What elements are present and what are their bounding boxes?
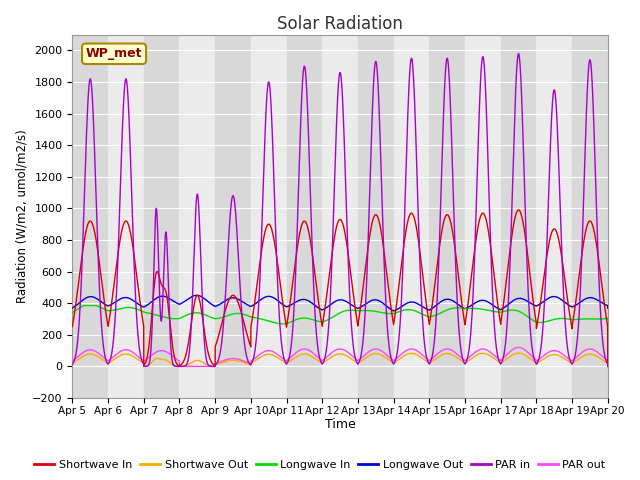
Bar [108,35,144,398]
Legend: Shortwave In, Shortwave Out, Longwave In, Longwave Out, PAR in, PAR out: Shortwave In, Shortwave Out, Longwave In… [30,456,610,474]
Bar [429,35,465,398]
X-axis label: Time: Time [324,419,355,432]
Bar [394,35,429,398]
Bar [72,35,108,398]
Text: WP_met: WP_met [86,47,142,60]
Y-axis label: Radiation (W/m2, umol/m2/s): Radiation (W/m2, umol/m2/s) [15,130,28,303]
Bar [536,35,572,398]
Bar [179,35,215,398]
Bar [322,35,358,398]
Bar [251,35,287,398]
Bar [500,35,536,398]
Bar [572,35,608,398]
Bar [358,35,394,398]
Bar [215,35,251,398]
Bar [465,35,500,398]
Bar [287,35,322,398]
Title: Solar Radiation: Solar Radiation [277,15,403,33]
Bar [144,35,179,398]
